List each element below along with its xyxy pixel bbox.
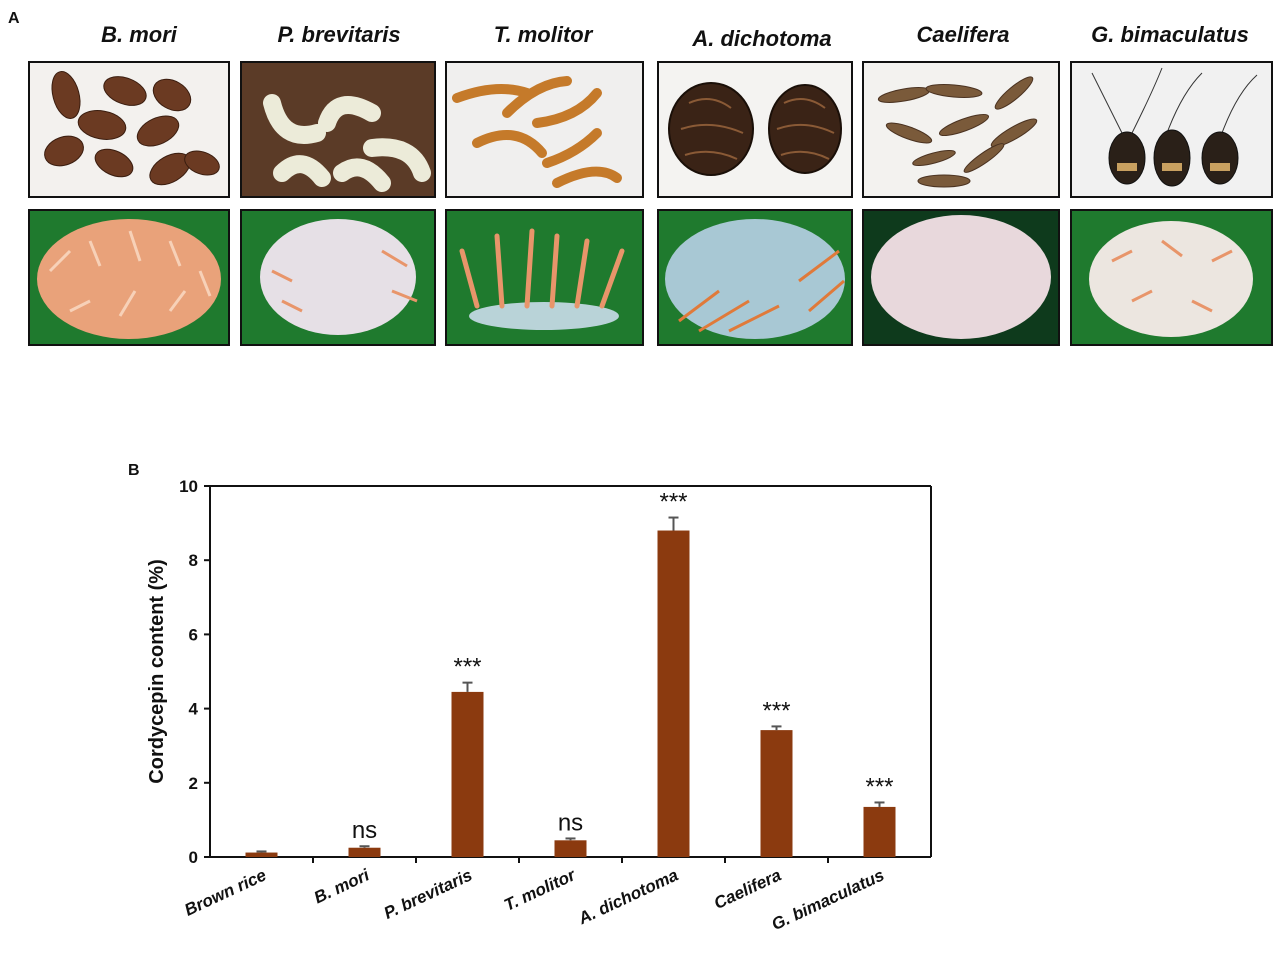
y-axis-label: Cordycepin content (%) [146, 559, 168, 783]
photo-culture-p-brevitaris [240, 209, 436, 346]
photo-culture-b-mori [28, 209, 230, 346]
photo-culture-caelifera [862, 209, 1060, 346]
photo-a-dichotoma-larvae [657, 61, 853, 198]
panel-a-label: A [8, 10, 20, 27]
significance-label: *** [453, 654, 481, 681]
bar [657, 530, 690, 857]
photo-culture-t-molitor [445, 209, 644, 346]
category-label: B. mori [311, 865, 373, 908]
cordycepin-bar-chart: 0 2 4 6 8 10 Cordycepin content (%) Brown rice n… [146, 477, 932, 934]
category-label: P. brevitaris [381, 865, 475, 922]
y-tick-label: 4 [189, 700, 199, 719]
bar [348, 847, 381, 857]
species-title-t-molitor: T. molitor [493, 22, 593, 47]
species-title-caelifera: Caelifera [916, 22, 1010, 47]
significance-label: *** [762, 697, 790, 724]
category-label: T. molitor [501, 865, 579, 915]
panel-b-label: B [128, 462, 140, 479]
y-tick-label: 10 [179, 477, 198, 496]
species-title-g-bimaculatus: G. bimaculatus [1091, 22, 1249, 47]
bar [863, 806, 896, 857]
photo-t-molitor-larvae [445, 61, 644, 198]
photo-caelifera [862, 61, 1060, 198]
species-title-b-mori: B. mori [101, 22, 177, 47]
species-title-a-dichotoma: A. dichotoma [692, 26, 832, 51]
y-tick-label: 8 [189, 551, 198, 570]
significance-label: ns [352, 817, 377, 844]
bar [245, 852, 278, 857]
significance-label: *** [659, 489, 687, 516]
photo-b-mori-pupae [28, 61, 230, 198]
significance-label: ns [558, 809, 583, 836]
photo-culture-g-bimaculatus [1070, 209, 1273, 346]
photo-g-bimaculatus [1070, 61, 1273, 198]
category-label: A. dichotoma [575, 865, 682, 928]
y-tick-label: 0 [189, 848, 198, 867]
species-title-p-brevitaris: P. brevitaris [277, 22, 401, 47]
y-tick-label: 6 [189, 625, 198, 644]
bar [554, 840, 587, 857]
significance-label: *** [865, 773, 893, 800]
bar [760, 730, 793, 857]
photo-culture-a-dichotoma [657, 209, 853, 346]
category-label: G. bimaculatus [769, 865, 887, 934]
y-tick-label: 2 [189, 774, 198, 793]
bar [451, 691, 484, 857]
category-label: Caelifera [711, 865, 784, 913]
category-label: Brown rice [182, 865, 270, 919]
photo-p-brevitaris-larvae [240, 61, 436, 198]
